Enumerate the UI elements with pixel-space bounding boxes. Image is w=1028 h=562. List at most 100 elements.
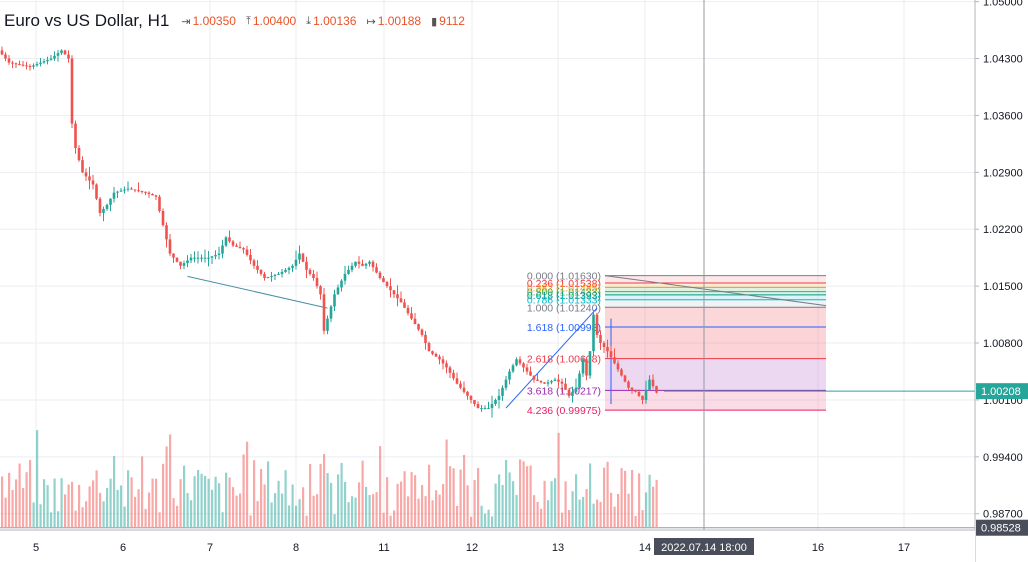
trend-line[interactable] bbox=[505, 307, 598, 409]
candle-body bbox=[280, 271, 284, 274]
volume-bar bbox=[298, 499, 301, 527]
candle-body bbox=[508, 371, 511, 380]
candle-body bbox=[448, 367, 452, 373]
volume-bar bbox=[109, 478, 112, 527]
arrow-up-icon: ⤒ bbox=[245, 14, 251, 27]
price-tick-label: 1.02900 bbox=[983, 167, 1023, 179]
candle-body bbox=[242, 248, 245, 250]
candle-body bbox=[112, 192, 116, 199]
candle-body bbox=[119, 190, 123, 192]
candle-body bbox=[368, 261, 371, 264]
low-value: ⤓ 1.00136 bbox=[306, 14, 357, 28]
time-tick-label: 16 bbox=[812, 542, 824, 554]
candle-body bbox=[287, 267, 291, 270]
candle-body bbox=[581, 359, 585, 374]
volume-bar bbox=[106, 487, 109, 527]
volume-bar bbox=[64, 494, 67, 527]
volume-bar bbox=[407, 496, 410, 527]
volume-bar bbox=[638, 473, 641, 527]
fib-level-label: 3.618 (1.00217) bbox=[527, 385, 601, 397]
fib-zone bbox=[605, 307, 826, 327]
candle-body bbox=[518, 359, 522, 364]
candle-body bbox=[445, 363, 448, 368]
volume-bar bbox=[526, 466, 529, 527]
volume-bar bbox=[141, 456, 144, 527]
candle-body bbox=[294, 259, 298, 266]
volume-bar bbox=[81, 507, 84, 527]
fib-zone bbox=[605, 390, 826, 411]
volume-bar bbox=[351, 496, 354, 527]
candle-body bbox=[70, 58, 74, 124]
volume-bar bbox=[424, 496, 427, 527]
candle-body bbox=[476, 404, 480, 409]
fib-level-label: 1.618 (1.00998) bbox=[527, 322, 601, 334]
candle-body bbox=[98, 198, 102, 213]
candle-body bbox=[417, 324, 420, 330]
time-tick-label: 11 bbox=[378, 542, 389, 554]
candle-body bbox=[123, 189, 126, 191]
volume-bar bbox=[372, 494, 375, 527]
candle-body bbox=[602, 343, 606, 348]
volume-bar bbox=[176, 505, 179, 527]
candle-body bbox=[105, 204, 109, 209]
price-axis[interactable] bbox=[975, 0, 1028, 562]
candle-body bbox=[511, 365, 515, 372]
volume-bar bbox=[312, 495, 315, 527]
volume-bar bbox=[452, 468, 455, 527]
volume-bar bbox=[522, 461, 525, 527]
candle-body bbox=[137, 190, 140, 192]
candle-body bbox=[49, 58, 53, 60]
volume-bar bbox=[207, 478, 210, 527]
volume-bar bbox=[536, 501, 539, 527]
candle-body bbox=[91, 180, 95, 185]
volume-bar bbox=[435, 490, 438, 527]
candle-body bbox=[515, 359, 518, 366]
candle-body bbox=[154, 195, 158, 197]
candle-body bbox=[413, 318, 417, 325]
candle-body bbox=[630, 387, 634, 390]
volume-bar bbox=[382, 512, 385, 527]
volume-bar bbox=[519, 459, 522, 527]
candle-body bbox=[284, 269, 287, 272]
candle-body bbox=[627, 381, 630, 388]
candle-body bbox=[207, 257, 210, 259]
volume-bar bbox=[333, 514, 336, 527]
candle-body bbox=[312, 273, 315, 279]
volume-bar bbox=[263, 484, 266, 527]
volume-bar bbox=[463, 454, 466, 527]
candle-body bbox=[375, 267, 378, 273]
arrow-down-icon: ⤓ bbox=[306, 14, 312, 27]
candle-body bbox=[193, 257, 196, 259]
volume-bar bbox=[403, 471, 406, 527]
candle-body bbox=[641, 395, 644, 400]
time-axis[interactable] bbox=[0, 530, 975, 562]
candle-body bbox=[333, 294, 336, 307]
volume-bar bbox=[218, 483, 221, 527]
candle-body bbox=[245, 249, 249, 255]
candle-body bbox=[0, 50, 4, 55]
volume-bar bbox=[116, 489, 119, 527]
volume-bar bbox=[281, 493, 284, 527]
volume-bar bbox=[330, 482, 333, 527]
crosshair-time-label: 2022.07.14 18:00 bbox=[661, 542, 747, 554]
volume-bar bbox=[57, 511, 60, 527]
trend-line[interactable] bbox=[187, 275, 328, 309]
volume-bar bbox=[326, 473, 329, 527]
volume-bar bbox=[354, 497, 357, 527]
volume-bar bbox=[494, 483, 497, 527]
volume-bar bbox=[620, 468, 623, 527]
candle-body bbox=[532, 375, 536, 380]
volume-bar bbox=[564, 481, 567, 527]
candle-body bbox=[291, 265, 294, 268]
trend-line[interactable] bbox=[604, 275, 827, 307]
candle-body bbox=[361, 263, 364, 266]
candle-body bbox=[88, 176, 91, 181]
volume-value: ▮ 9112 bbox=[431, 14, 465, 28]
volume-bar bbox=[256, 501, 259, 527]
candle-body bbox=[200, 257, 203, 259]
volume-bar bbox=[305, 515, 308, 527]
candle-body bbox=[4, 54, 7, 59]
volume-bar bbox=[421, 484, 424, 527]
candle-body bbox=[11, 62, 14, 64]
